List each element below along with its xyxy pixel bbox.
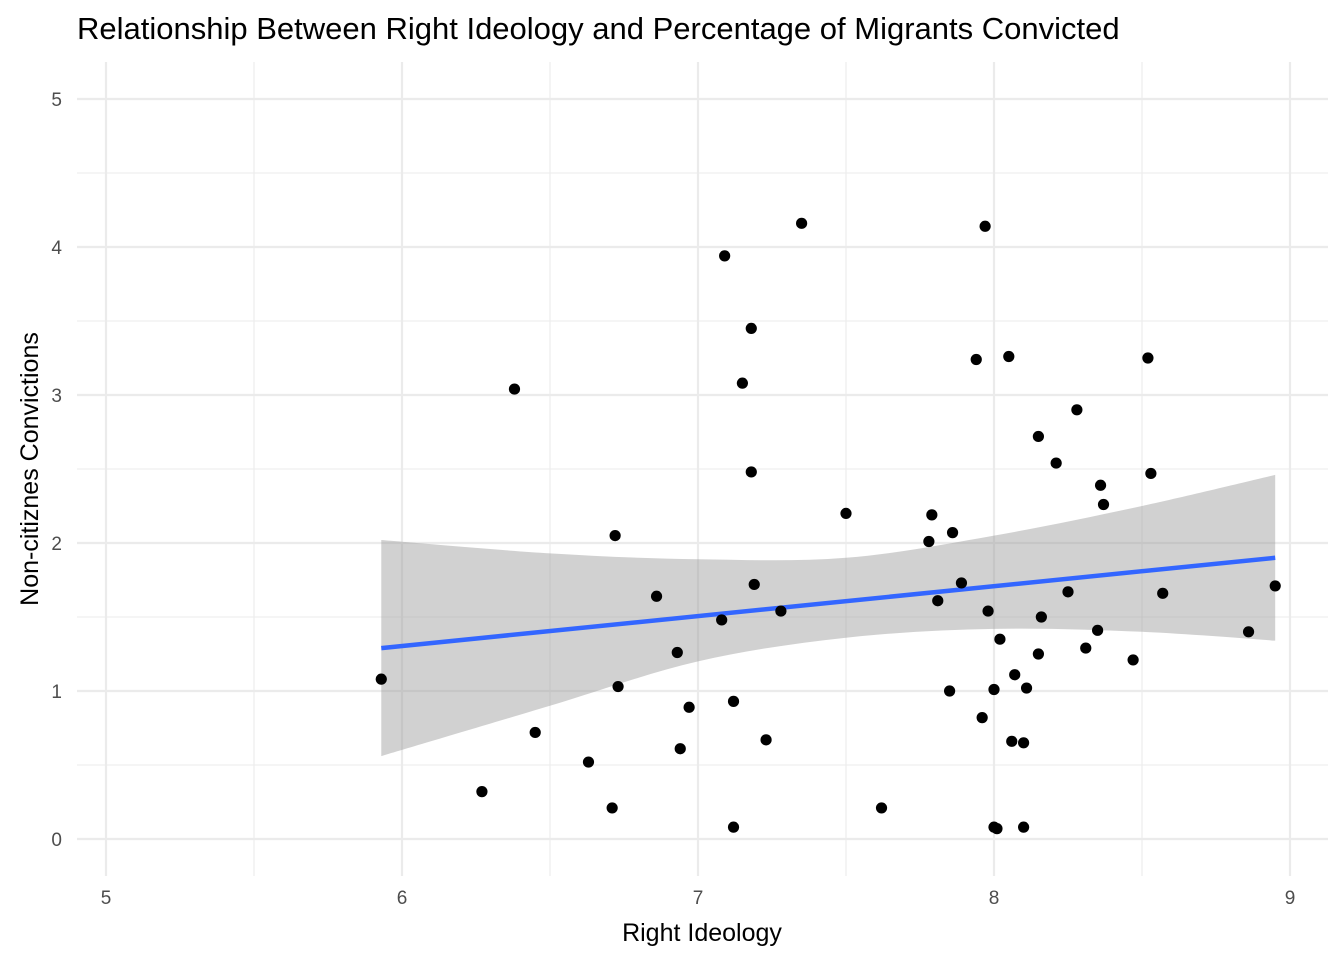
confidence-band	[381, 474, 1276, 757]
data-point	[606, 802, 618, 814]
data-point	[982, 605, 994, 617]
data-point	[1094, 479, 1107, 491]
data-point	[745, 466, 757, 478]
data-point	[1006, 735, 1018, 747]
data-point	[1050, 457, 1062, 469]
x-tick-label: 8	[989, 888, 1000, 909]
data-point	[1018, 821, 1030, 833]
data-point	[932, 595, 944, 607]
data-point	[796, 217, 808, 229]
data-points	[375, 217, 1281, 835]
data-point	[1242, 626, 1255, 638]
tick-labels: 5 6 7 8 9 0 1 2 3 4 5	[51, 90, 1295, 909]
y-tick-label: 1	[51, 682, 62, 703]
data-point	[716, 614, 728, 626]
data-point	[1092, 624, 1104, 636]
y-tick-label: 4	[51, 238, 62, 259]
data-point	[1009, 669, 1021, 681]
data-point	[1097, 498, 1110, 511]
data-point	[946, 527, 959, 539]
data-point	[612, 680, 624, 693]
data-point	[1157, 587, 1169, 599]
data-point	[671, 646, 683, 659]
data-point	[1145, 467, 1157, 480]
data-point	[1003, 350, 1015, 363]
data-point	[1032, 648, 1044, 660]
data-point	[727, 821, 740, 833]
y-axis-title: Non-citiznes Convictions	[16, 332, 44, 606]
data-point	[994, 633, 1006, 645]
data-point	[674, 743, 686, 755]
data-point	[683, 701, 695, 713]
x-tick-label: 7	[693, 888, 704, 909]
confidence-band-layer	[381, 474, 1276, 757]
y-tick-label: 2	[51, 534, 62, 555]
data-point	[476, 786, 488, 798]
data-point	[875, 802, 888, 814]
data-point	[760, 734, 772, 746]
data-point	[1269, 580, 1281, 592]
data-point	[719, 250, 731, 262]
data-point	[727, 695, 740, 707]
data-point	[944, 685, 956, 697]
data-point	[1032, 430, 1044, 443]
data-point	[988, 683, 1000, 696]
chart-title: Relationship Between Right Ideology and …	[77, 11, 1120, 46]
data-point	[609, 530, 621, 542]
data-point	[955, 577, 968, 589]
data-point	[976, 712, 988, 724]
data-point	[1062, 586, 1074, 598]
data-point	[1018, 737, 1030, 749]
data-point	[991, 823, 1003, 835]
data-point	[1020, 682, 1033, 694]
data-point	[1035, 611, 1047, 623]
y-tick-label: 3	[51, 386, 62, 407]
data-point	[745, 322, 757, 334]
y-tick-label: 0	[51, 830, 62, 851]
data-point	[375, 673, 387, 685]
data-point	[775, 605, 787, 617]
data-point	[650, 590, 663, 602]
data-point	[508, 383, 521, 395]
data-point	[926, 509, 938, 521]
data-point	[979, 220, 991, 232]
data-point	[1080, 642, 1092, 654]
data-point	[923, 535, 935, 548]
trend-line-layer	[381, 555, 1276, 651]
x-tick-label: 9	[1285, 888, 1296, 909]
data-point	[748, 578, 760, 591]
data-point	[1127, 654, 1139, 666]
data-point	[582, 756, 595, 768]
data-point	[529, 726, 541, 739]
x-tick-label: 5	[101, 888, 112, 909]
x-tick-label: 6	[397, 888, 408, 909]
data-point	[736, 377, 749, 389]
data-point	[840, 507, 852, 519]
data-point	[1071, 404, 1083, 416]
regression-line	[381, 555, 1276, 651]
data-point	[970, 353, 982, 366]
data-point	[1142, 352, 1154, 364]
y-tick-label: 5	[51, 90, 62, 111]
x-axis-title: Right Ideology	[622, 919, 782, 947]
grid-lines	[77, 62, 1328, 876]
